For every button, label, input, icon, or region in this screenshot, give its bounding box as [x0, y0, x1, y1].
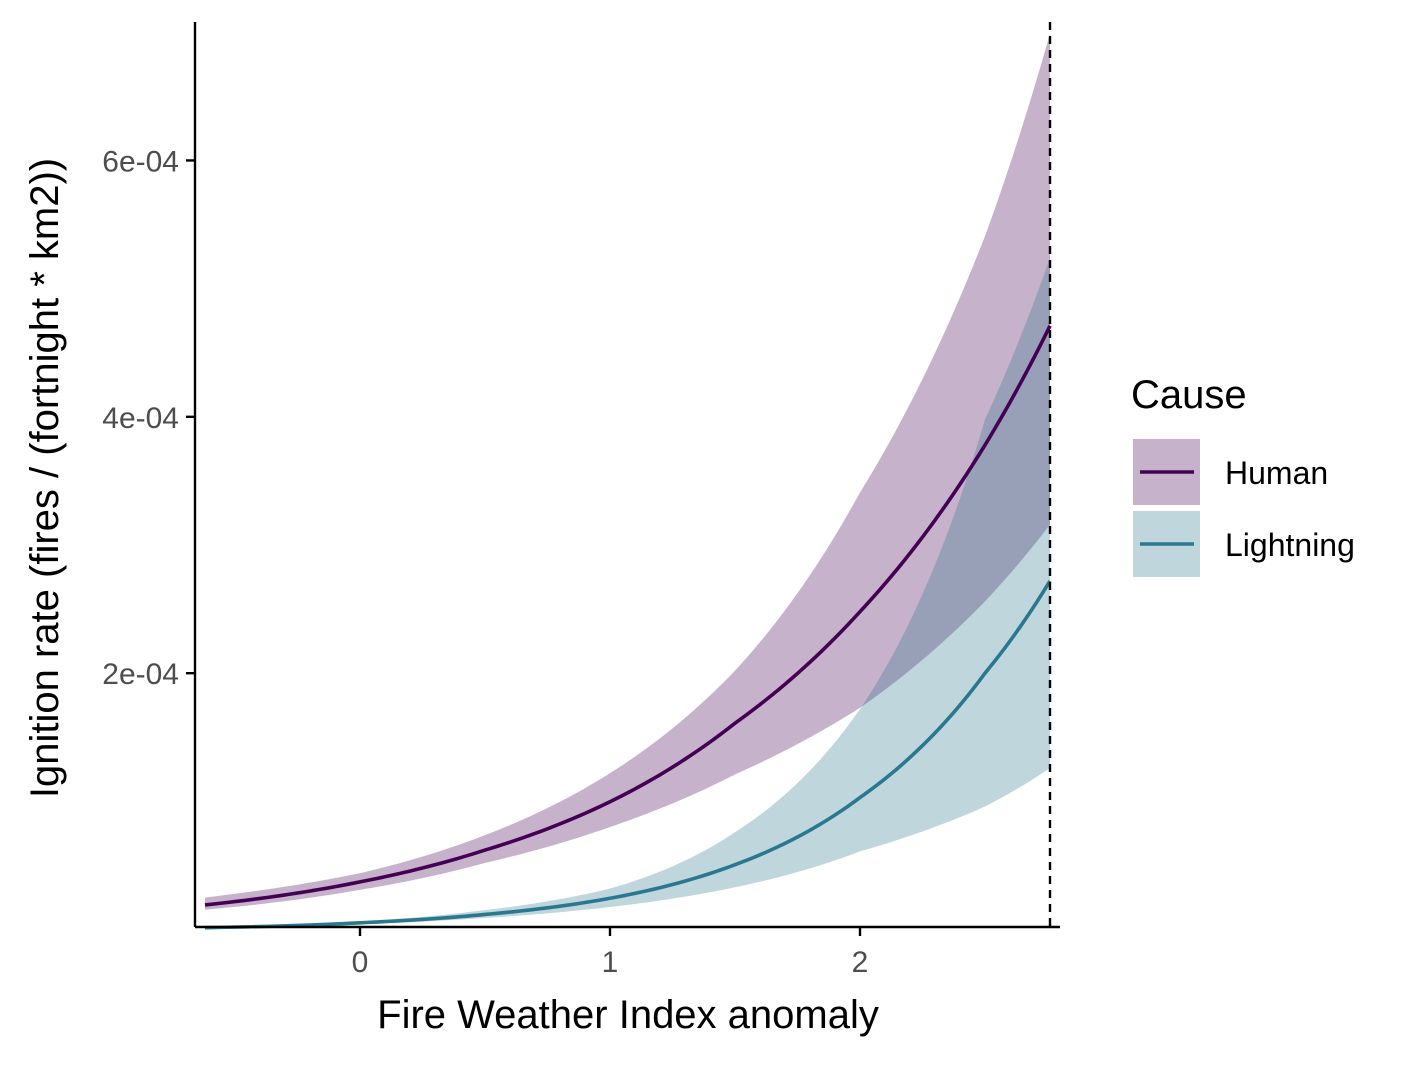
series-lines [204, 325, 1052, 930]
legend: Cause Human Lightning [1131, 373, 1355, 577]
human-legend-label: Human [1225, 455, 1328, 491]
lightning-confidence-ribbon [205, 257, 1050, 929]
y-axis-title: Ignition rate (fires / (fortnight * km2)… [23, 158, 67, 798]
y-tick-label: 2e-04 [102, 658, 179, 691]
lightning-series-line [204, 579, 1052, 930]
y-tick-label: 4e-04 [102, 402, 179, 435]
x-ticks: 0 1 2 [352, 927, 869, 979]
y-ticks: 2e-04 4e-04 6e-04 [102, 145, 195, 691]
legend-items: Human Lightning [1133, 439, 1355, 577]
axes-group [193, 22, 1060, 929]
x-axis-title: Fire Weather Index anomaly [377, 993, 879, 1037]
lightning-legend-label: Lightning [1225, 527, 1355, 563]
confidence-ribbons [205, 33, 1050, 929]
legend-title: Cause [1131, 373, 1247, 417]
human-series-line [204, 325, 1052, 907]
x-tick-label: 2 [852, 946, 869, 979]
x-tick-label: 1 [602, 946, 619, 979]
x-tick-label: 0 [352, 946, 369, 979]
human-confidence-ribbon [205, 33, 1050, 910]
y-tick-label: 6e-04 [102, 145, 179, 178]
